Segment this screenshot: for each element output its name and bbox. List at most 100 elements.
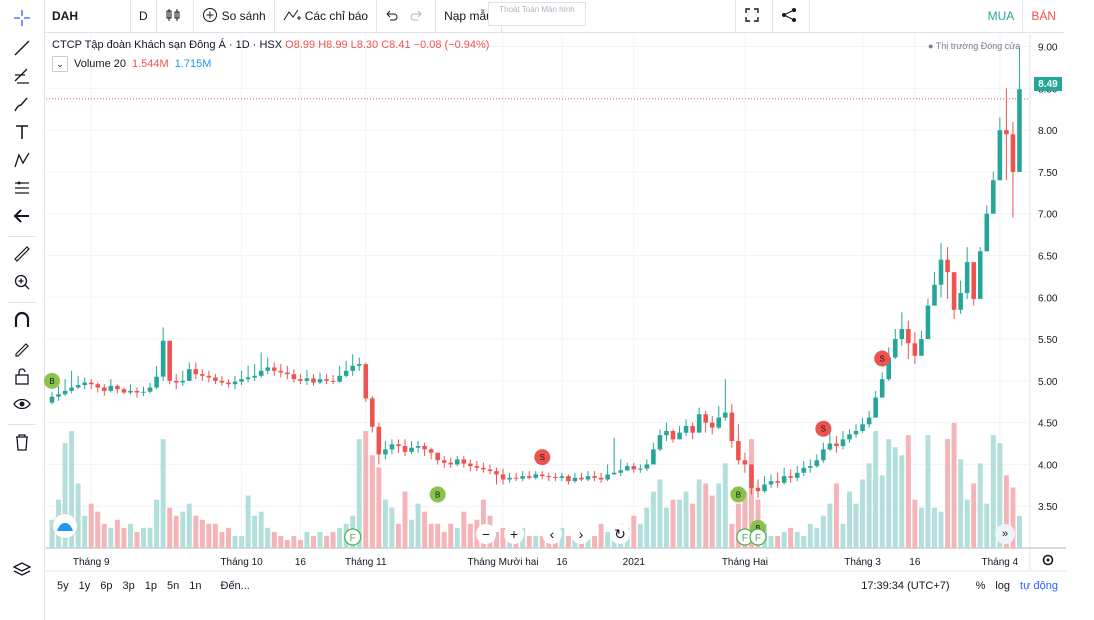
chart-legend: CTCP Tập đoàn Khách sạn Đông Á · 1D · HS… bbox=[52, 39, 489, 51]
candle-body bbox=[265, 367, 271, 371]
eye-icon[interactable] bbox=[12, 394, 32, 414]
log-toggle[interactable]: log bbox=[995, 580, 1011, 592]
volume-bar bbox=[696, 479, 702, 548]
candle-body bbox=[611, 472, 617, 475]
chart-type-button[interactable] bbox=[157, 0, 194, 32]
zoom-out-button[interactable]: − bbox=[476, 524, 496, 544]
range-6m[interactable]: 6p bbox=[100, 580, 113, 592]
volume-bar bbox=[291, 535, 297, 548]
volume-bar bbox=[95, 511, 101, 548]
zoom-in-icon[interactable] bbox=[12, 272, 32, 292]
volume-bar bbox=[114, 519, 120, 548]
layers-icon[interactable] bbox=[12, 560, 32, 580]
candle-body bbox=[389, 444, 395, 450]
undo-icon[interactable] bbox=[383, 7, 403, 26]
collapse-legend-icon[interactable]: ⌄ bbox=[52, 56, 68, 72]
candle-body bbox=[507, 477, 512, 480]
candle-body bbox=[186, 369, 192, 381]
lock-icon[interactable] bbox=[12, 366, 32, 386]
volume-bar bbox=[722, 463, 728, 548]
redo-icon[interactable] bbox=[409, 7, 429, 26]
text-tool-icon[interactable] bbox=[12, 122, 32, 142]
candle-body bbox=[415, 446, 421, 448]
indicators-label: Các chỉ báo bbox=[304, 9, 369, 23]
volume-bar bbox=[180, 511, 186, 548]
candle-body bbox=[285, 372, 290, 375]
range-5y[interactable]: 5y bbox=[57, 580, 69, 592]
goto-date-button[interactable]: Đến... bbox=[220, 580, 250, 592]
volume-bar bbox=[598, 523, 604, 548]
candle-body bbox=[755, 487, 761, 492]
volume-bar bbox=[428, 523, 434, 548]
volume-bar bbox=[703, 483, 709, 548]
candle-body bbox=[579, 477, 584, 480]
range-3m[interactable]: 3p bbox=[122, 580, 135, 592]
exit-fullscreen-tooltip[interactable]: Thoát Toàn Màn hình bbox=[488, 2, 586, 26]
back-arrow-icon[interactable] bbox=[12, 206, 32, 226]
close-value: C8.41 bbox=[381, 39, 411, 51]
prediction-tool-icon[interactable] bbox=[12, 178, 32, 198]
candle-body bbox=[696, 414, 702, 433]
plus-circle-icon bbox=[202, 7, 222, 26]
share-button[interactable] bbox=[773, 0, 811, 32]
volume-bar bbox=[454, 527, 460, 548]
brush-icon[interactable] bbox=[12, 94, 32, 114]
volume-bar bbox=[716, 483, 722, 548]
scroll-right-button[interactable]: › bbox=[571, 524, 591, 544]
low-value: L8.30 bbox=[350, 39, 379, 51]
settings-gear-icon[interactable] bbox=[1041, 553, 1055, 570]
volume-bar bbox=[833, 483, 839, 548]
draw-mode-icon[interactable] bbox=[12, 338, 32, 358]
sell-button[interactable]: BÁN bbox=[1031, 9, 1056, 23]
indicators-button[interactable]: Các chỉ báo bbox=[275, 0, 378, 32]
price-tick-label: 6.00 bbox=[1038, 293, 1058, 304]
percent-toggle[interactable]: % bbox=[975, 580, 986, 592]
pattern-tool-icon[interactable] bbox=[12, 150, 32, 170]
zoom-in-button[interactable]: + bbox=[504, 524, 524, 544]
volume-bar bbox=[526, 535, 532, 548]
symbol-search[interactable]: DAH bbox=[44, 0, 131, 32]
volume-bar bbox=[853, 503, 859, 548]
volume-bar bbox=[127, 523, 133, 548]
volume-bar bbox=[108, 527, 114, 548]
reset-chart-button[interactable]: ↻ bbox=[610, 524, 630, 544]
candle-body bbox=[690, 425, 695, 433]
candle-body bbox=[840, 439, 846, 447]
scroll-left-button[interactable]: ‹ bbox=[542, 524, 562, 544]
range-1d[interactable]: 1n bbox=[189, 580, 202, 592]
trash-icon[interactable] bbox=[12, 432, 32, 452]
sell-signal-marker bbox=[874, 350, 891, 367]
crosshair-icon[interactable] bbox=[12, 8, 32, 28]
volume-bar bbox=[297, 539, 303, 548]
compare-button[interactable]: So sánh bbox=[194, 0, 275, 32]
volume-bar bbox=[461, 511, 467, 548]
candle-body bbox=[75, 385, 81, 388]
candle-body bbox=[271, 367, 277, 371]
interval-button[interactable]: D bbox=[131, 0, 157, 32]
range-5d[interactable]: 5n bbox=[167, 580, 180, 592]
change-value: −0.08 (−0.94%) bbox=[413, 39, 490, 51]
scroll-to-end-button[interactable]: » bbox=[995, 524, 1015, 544]
volume-bar bbox=[448, 523, 454, 548]
candle-body bbox=[1010, 134, 1016, 172]
auto-scale-toggle[interactable]: tự động bbox=[1020, 580, 1058, 592]
candle-body bbox=[121, 389, 127, 393]
buy-button[interactable]: MUA bbox=[980, 0, 1024, 32]
candle-body bbox=[376, 426, 382, 455]
range-1y[interactable]: 1y bbox=[78, 580, 91, 592]
fib-tool-icon[interactable] bbox=[12, 66, 32, 86]
candle-body bbox=[350, 365, 355, 371]
volume-bar bbox=[768, 535, 774, 548]
time-zone[interactable]: 17:39:34 (UTC+7) bbox=[861, 580, 950, 592]
range-1m[interactable]: 1p bbox=[144, 580, 157, 592]
trend-line-icon[interactable] bbox=[12, 38, 32, 58]
candles-icon bbox=[165, 7, 185, 26]
signal-marker-label: S bbox=[540, 453, 545, 462]
candle-body bbox=[598, 477, 604, 480]
magnet-icon[interactable] bbox=[12, 310, 32, 330]
candle-body bbox=[742, 460, 748, 465]
fullscreen-button[interactable] bbox=[735, 0, 774, 32]
candle-body bbox=[677, 432, 682, 440]
time-tick-label: Tháng 9 bbox=[73, 557, 110, 568]
ruler-icon[interactable] bbox=[12, 244, 32, 264]
